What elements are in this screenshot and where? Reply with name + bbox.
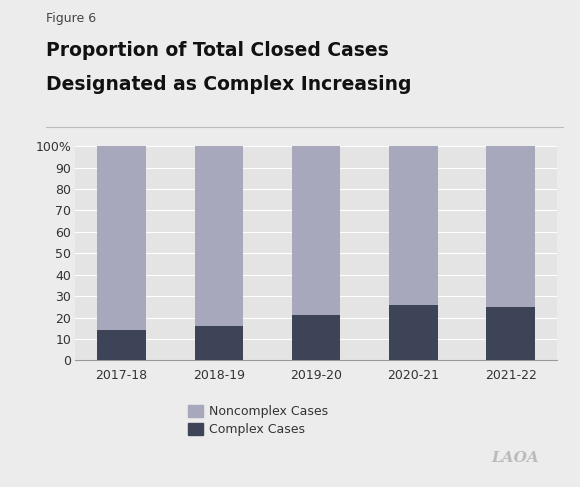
Bar (389, 146, 438, 305)
Bar (194, 326, 243, 360)
Text: Figure 6: Figure 6 (46, 12, 96, 25)
Bar (97, 330, 146, 360)
Bar (486, 307, 535, 360)
Bar (292, 316, 340, 360)
Bar (97, 146, 146, 330)
Text: LAOA: LAOA (492, 451, 539, 465)
Legend: Noncomplex Cases, Complex Cases: Noncomplex Cases, Complex Cases (187, 405, 328, 436)
Bar (292, 146, 340, 316)
Text: Proportion of Total Closed Cases: Proportion of Total Closed Cases (46, 41, 389, 60)
Bar (389, 305, 438, 360)
Bar (194, 146, 243, 326)
Bar (486, 146, 535, 307)
Text: Designated as Complex Increasing: Designated as Complex Increasing (46, 75, 412, 94)
